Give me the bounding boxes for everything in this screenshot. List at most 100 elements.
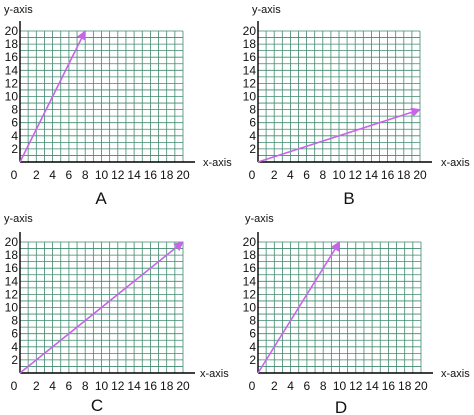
y-tick-label: 8 — [249, 103, 256, 117]
vector-arrow — [257, 241, 341, 374]
x-tick-label: 10 — [332, 168, 346, 182]
x-tick-label: 12 — [111, 379, 125, 393]
x-tick-label: 16 — [382, 379, 396, 393]
x-tick-label: 6 — [303, 168, 310, 182]
x-tick-label: 10 — [333, 379, 347, 393]
x-axis-label: x-axis — [203, 157, 232, 169]
x-axis-label: x-axis — [200, 368, 229, 380]
x-tick-label: 8 — [320, 379, 327, 393]
x-tick-label: 6 — [66, 379, 73, 393]
y-tick-label: 14 — [243, 63, 257, 77]
y-tick-label: 2 — [249, 353, 256, 367]
y-tick-label: 14 — [5, 63, 19, 77]
x-tick-label: 8 — [82, 168, 89, 182]
chart-caption-b: B — [343, 189, 354, 208]
x-tick-label: 8 — [319, 168, 326, 182]
x-tick-label: 20 — [414, 379, 428, 393]
x-tick-label: 14 — [127, 168, 141, 182]
y-tick-label: 10 — [243, 301, 257, 315]
x-tick-label: 16 — [144, 168, 158, 182]
y-tick-label: 10 — [243, 90, 257, 104]
y-tick-label: 14 — [243, 274, 257, 288]
y-tick-label: 4 — [11, 340, 18, 354]
chart-panel-c: 0 2 4 6 8 10 12 14 16 18 202468101214161820y-axisx… — [4, 213, 229, 415]
x-tick-label: 18 — [397, 168, 411, 182]
y-tick-label: 20 — [243, 24, 257, 38]
x-tick-label: 4 — [287, 168, 294, 182]
x-tick-label: 8 — [82, 379, 89, 393]
y-tick-label: 18 — [243, 248, 257, 262]
vector-arrow — [19, 241, 184, 374]
x-tick-label: 0 — [249, 379, 256, 393]
y-tick-label: 6 — [249, 116, 256, 130]
x-tick-label: 2 — [33, 379, 40, 393]
chart-panel-d: 0 2 4 6 8 10 12 14 16 18 202468101214161820y-axisx… — [243, 213, 471, 415]
x-axis-label: x-axis — [441, 157, 470, 169]
x-tick-label: 12 — [349, 168, 363, 182]
y-tick-label: 18 — [5, 248, 19, 262]
x-tick-label: 0 — [11, 379, 18, 393]
y-tick-label: 4 — [249, 340, 256, 354]
x-tick-label: 2 — [271, 168, 278, 182]
x-tick-label: 14 — [365, 379, 379, 393]
chart-panel-b: 0 2 4 6 8 10 12 14 16 18 202468101214161820y-axisx… — [243, 4, 471, 208]
x-tick-label: 14 — [127, 379, 141, 393]
y-tick-label: 20 — [5, 235, 19, 249]
y-tick-label: 20 — [243, 235, 257, 249]
y-tick-label: 6 — [11, 116, 18, 130]
y-tick-label: 8 — [11, 314, 18, 328]
y-axis-label: y-axis — [4, 4, 33, 16]
x-tick-label: 12 — [111, 168, 125, 182]
y-tick-label: 16 — [243, 261, 257, 275]
y-tick-label: 12 — [243, 287, 257, 301]
x-tick-label: 6 — [304, 379, 311, 393]
x-tick-label: 10 — [95, 379, 109, 393]
x-tick-label: 4 — [49, 379, 56, 393]
x-tick-label: 20 — [176, 168, 190, 182]
y-tick-label: 14 — [5, 274, 19, 288]
y-tick-label: 4 — [11, 129, 18, 143]
x-tick-label: 12 — [349, 379, 363, 393]
y-tick-label: 12 — [5, 287, 19, 301]
y-tick-label: 6 — [249, 327, 256, 341]
y-tick-label: 8 — [249, 314, 256, 328]
x-tick-label: 18 — [160, 168, 174, 182]
x-tick-label: 6 — [66, 168, 73, 182]
x-tick-label: 18 — [160, 379, 174, 393]
chart-caption-c: C — [91, 396, 103, 415]
x-tick-label: 20 — [176, 379, 190, 393]
y-tick-label: 2 — [249, 142, 256, 156]
x-axis-label: x-axis — [441, 368, 470, 380]
y-tick-label: 4 — [249, 129, 256, 143]
y-tick-label: 18 — [243, 37, 257, 51]
x-tick-label: 4 — [287, 379, 294, 393]
y-tick-label: 18 — [5, 37, 19, 51]
x-tick-label: 0 — [11, 168, 18, 182]
x-tick-label: 2 — [271, 379, 278, 393]
x-tick-label: 16 — [144, 379, 158, 393]
x-tick-label: 20 — [413, 168, 427, 182]
x-tick-label: 18 — [398, 379, 412, 393]
y-tick-label: 2 — [11, 353, 18, 367]
chart-panel-a: 0 2 4 6 8 10 12 14 16 18 202468101214161820y-axisx… — [4, 4, 232, 208]
y-tick-label: 16 — [5, 50, 19, 64]
y-tick-label: 16 — [5, 261, 19, 275]
y-tick-label: 16 — [243, 50, 257, 64]
x-tick-label: 10 — [95, 168, 109, 182]
y-axis-label: y-axis — [245, 213, 274, 225]
vector-arrow — [257, 107, 421, 163]
y-tick-label: 8 — [11, 103, 18, 117]
chart-caption-a: A — [95, 189, 107, 208]
y-tick-label: 20 — [5, 24, 19, 38]
chart-caption-d: D — [335, 398, 347, 415]
y-tick-label: 2 — [11, 142, 18, 156]
x-tick-label: 2 — [33, 168, 40, 182]
y-axis-label: y-axis — [252, 4, 281, 16]
y-tick-label: 6 — [11, 327, 18, 341]
y-tick-label: 12 — [5, 76, 19, 90]
vector-arrow — [19, 30, 86, 163]
y-tick-label: 10 — [5, 301, 19, 315]
x-tick-label: 4 — [49, 168, 56, 182]
y-axis-label: y-axis — [4, 213, 33, 225]
